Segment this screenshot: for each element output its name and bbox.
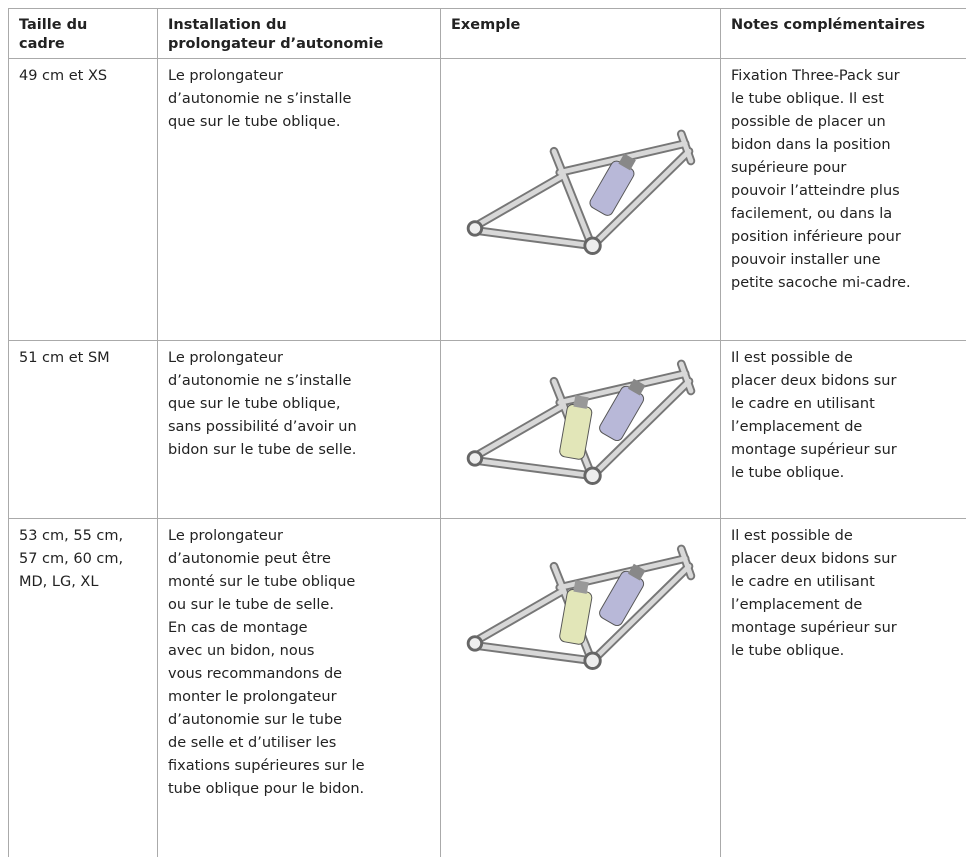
text-line: que sur le tube oblique, bbox=[168, 396, 341, 412]
frame-illustration bbox=[446, 352, 716, 507]
text-line: Il est possible de bbox=[731, 350, 853, 366]
table-row: 49 cm et XS Le prolongateur d’autonomie ne… bbox=[8, 58, 966, 341]
text-line: ou sur le tube de selle. bbox=[168, 597, 334, 613]
text-line: de selle et d’utiliser les bbox=[168, 735, 337, 751]
notes-cell: Il est possible de placer deux bidons sur… bbox=[720, 518, 966, 857]
table-row: 51 cm et SM Le prolongateur d’autonomie ne… bbox=[8, 340, 966, 519]
text-line: sans possibilité d’avoir un bbox=[168, 419, 357, 435]
text-line: d’autonomie sur le tube bbox=[168, 712, 343, 728]
installation-cell: Le prolongateur d’autonomie ne s’installe… bbox=[157, 340, 441, 519]
notes-cell: Fixation Three-Pack sur le tube oblique. … bbox=[720, 58, 966, 341]
frame-illustration bbox=[446, 122, 716, 277]
text-line: bidon dans la position bbox=[731, 137, 891, 153]
text-line: d’autonomie ne s’installe bbox=[168, 91, 352, 107]
header-cell: Exemple bbox=[440, 8, 721, 59]
text-line: Installation du bbox=[168, 17, 287, 33]
text-line: prolongateur d’autonomie bbox=[168, 36, 384, 52]
text-line: que sur le tube oblique. bbox=[168, 114, 341, 130]
text-line: supérieure pour bbox=[731, 160, 847, 176]
text-line: Exemple bbox=[451, 17, 521, 33]
installation-cell: Le prolongateur d’autonomie ne s’installe… bbox=[157, 58, 441, 341]
text-line: 51 cm et SM bbox=[19, 350, 110, 366]
text-line: possible de placer un bbox=[731, 114, 886, 130]
text-line: le cadre en utilisant bbox=[731, 574, 875, 590]
text-line: le tube oblique. Il est bbox=[731, 91, 884, 107]
text-line: pouvoir installer une bbox=[731, 252, 881, 268]
text-line: 49 cm et XS bbox=[19, 68, 108, 84]
size-cell: 49 cm et XS bbox=[8, 58, 158, 341]
text-line: 57 cm, 60 cm, bbox=[19, 551, 124, 567]
text-line: placer deux bidons sur bbox=[731, 373, 897, 389]
text-line: tube oblique pour le bidon. bbox=[168, 781, 365, 797]
text-line: Fixation Three-Pack sur bbox=[731, 68, 900, 84]
text-line: Le prolongateur bbox=[168, 350, 284, 366]
header-row: Taille du cadre Installation du prolongateu… bbox=[8, 8, 966, 59]
header-cell: Taille du cadre bbox=[8, 8, 158, 59]
text-line: le tube oblique. bbox=[731, 643, 845, 659]
text-line: MD, LG, XL bbox=[19, 574, 99, 590]
text-line: le tube oblique. bbox=[731, 465, 845, 481]
table-body: 49 cm et XS Le prolongateur d’autonomie ne… bbox=[8, 58, 966, 857]
text-line: montage supérieur sur bbox=[731, 442, 897, 458]
table-wrap: Taille du cadre Installation du prolongateu… bbox=[8, 8, 966, 857]
text-line: vous recommandons de bbox=[168, 666, 343, 682]
size-cell: 53 cm, 55 cm, 57 cm, 60 cm, MD, LG, XL bbox=[8, 518, 158, 857]
size-cell: 51 cm et SM bbox=[8, 340, 158, 519]
text-line: Notes complémentaires bbox=[731, 17, 925, 33]
installation-cell: Le prolongateur d’autonomie peut être mont… bbox=[157, 518, 441, 857]
table: Taille du cadre Installation du prolongateu… bbox=[8, 8, 966, 857]
text-line: monter le prolongateur bbox=[168, 689, 337, 705]
header-cell: Notes complémentaires bbox=[720, 8, 966, 59]
text-line: le cadre en utilisant bbox=[731, 396, 875, 412]
text-line: l’emplacement de bbox=[731, 419, 863, 435]
text-line: bidon sur le tube de selle. bbox=[168, 442, 357, 458]
text-line: montage supérieur sur bbox=[731, 620, 897, 636]
example-cell bbox=[440, 518, 721, 857]
notes-cell: Il est possible de placer deux bidons sur… bbox=[720, 340, 966, 519]
text-line: cadre bbox=[19, 36, 65, 52]
header-cell: Installation du prolongateur d’autonomie bbox=[157, 8, 441, 59]
text-line: position inférieure pour bbox=[731, 229, 901, 245]
text-line: petite sacoche mi-cadre. bbox=[731, 275, 911, 291]
text-line: d’autonomie ne s’installe bbox=[168, 373, 352, 389]
example-cell bbox=[440, 58, 721, 341]
text-line: d’autonomie peut être bbox=[168, 551, 331, 567]
text-line: l’emplacement de bbox=[731, 597, 863, 613]
text-line: 53 cm, 55 cm, bbox=[19, 528, 124, 544]
text-line: pouvoir l’atteindre plus bbox=[731, 183, 900, 199]
text-line: Taille du bbox=[19, 17, 88, 33]
text-line: En cas de montage bbox=[168, 620, 308, 636]
text-line: Le prolongateur bbox=[168, 68, 284, 84]
example-cell bbox=[440, 340, 721, 519]
text-line: facilement, ou dans la bbox=[731, 206, 893, 222]
text-line: monté sur le tube oblique bbox=[168, 574, 356, 590]
text-line: placer deux bidons sur bbox=[731, 551, 897, 567]
text-line: avec un bidon, nous bbox=[168, 643, 315, 659]
text-line: fixations supérieures sur le bbox=[168, 758, 365, 774]
text-line: Il est possible de bbox=[731, 528, 853, 544]
text-line: Le prolongateur bbox=[168, 528, 284, 544]
table-row: 53 cm, 55 cm, 57 cm, 60 cm, MD, LG, XL Le p… bbox=[8, 518, 966, 857]
frame-illustration bbox=[446, 537, 716, 692]
